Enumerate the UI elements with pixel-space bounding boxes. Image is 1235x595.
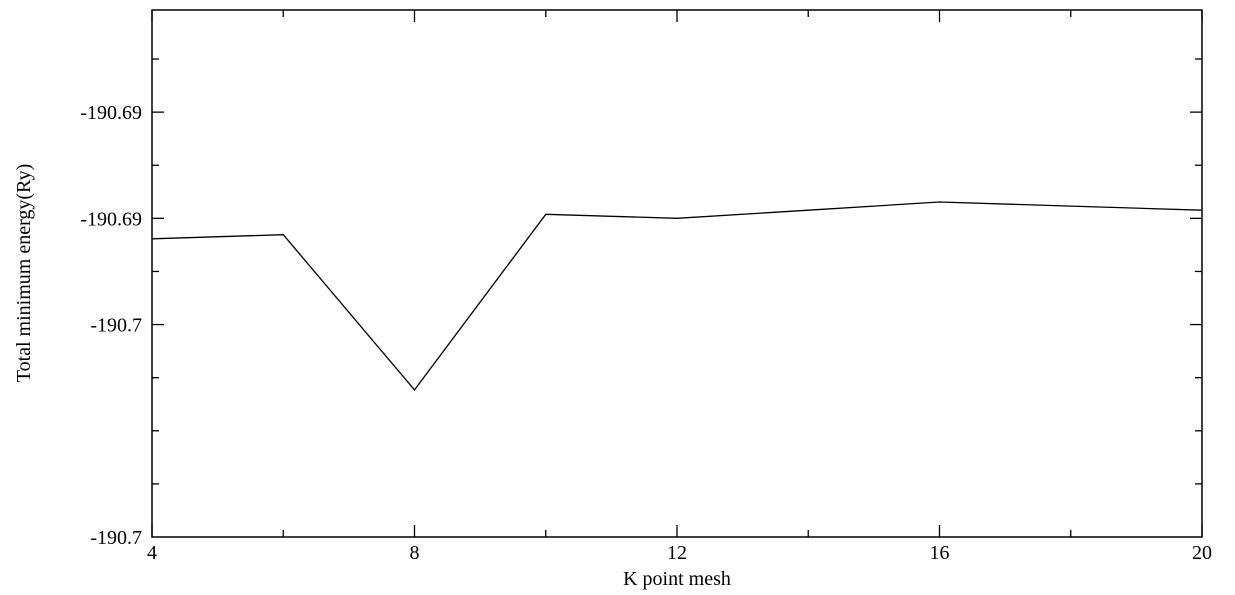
y-tick-label: -190.69 (80, 102, 142, 124)
y-tick-label: -190.69 (80, 208, 142, 230)
series-line (151, 201, 1203, 391)
y-tick-label: -190.7 (90, 527, 142, 549)
x-tick-label: 4 (147, 542, 157, 564)
y-axis-ticks: -190.69 -190.69 -190.7 -190.7 (80, 58, 1202, 549)
x-axis-title: K point mesh (623, 568, 731, 590)
x-tick-label: 20 (1192, 542, 1212, 564)
x-tick-label: 12 (667, 542, 687, 564)
x-axis-ticks: 4 8 12 16 20 (147, 10, 1212, 564)
x-tick-label: 8 (410, 542, 420, 564)
x-tick-label: 16 (930, 542, 950, 564)
y-tick-label: -190.7 (90, 315, 142, 337)
y-axis-title: Total minimum energy(Ry) (13, 164, 35, 383)
plot-frame (151, 9, 1203, 538)
